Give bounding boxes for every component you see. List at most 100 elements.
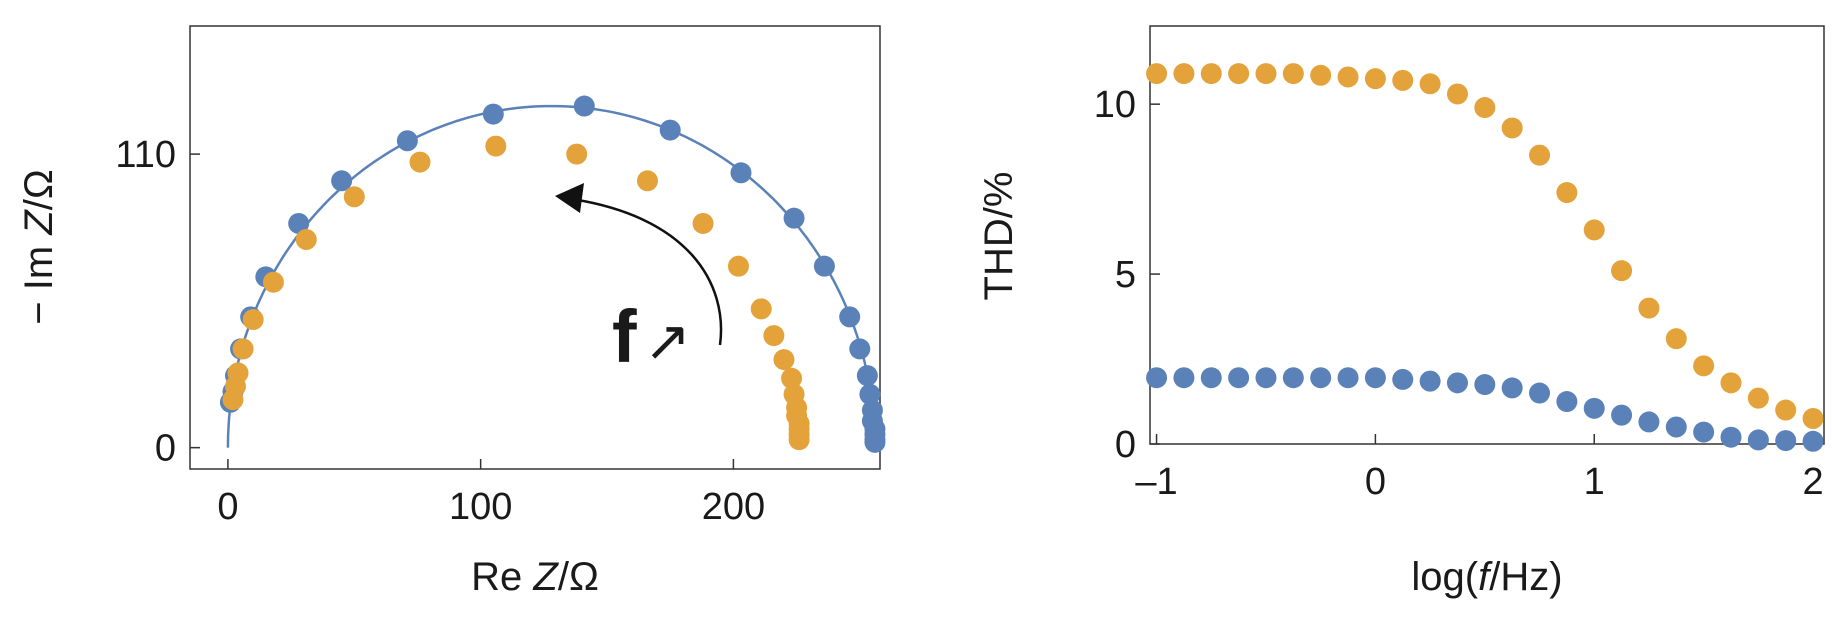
nyquist-point-s0 (839, 306, 861, 328)
nyquist-fit-curve (226, 104, 877, 448)
thd-point-s0 (1501, 117, 1523, 139)
thd-y-axis-label: THD/% (977, 172, 1021, 301)
nyquist-point-s0 (396, 130, 418, 152)
nyquist-point-s1 (727, 255, 749, 277)
nyquist-points (219, 95, 886, 453)
thd-point-s0 (1446, 83, 1468, 105)
thd-x-tick-label: –1 (1135, 461, 1177, 503)
thd-point-s1 (1665, 416, 1687, 438)
thd-point-s1 (1146, 367, 1168, 389)
nyquist-point-s1 (295, 228, 317, 250)
thd-point-s1 (1364, 367, 1386, 389)
thd-point-s0 (1665, 328, 1687, 350)
thd-point-s1 (1310, 367, 1332, 389)
thd-point-s0 (1474, 97, 1496, 119)
nyquist-point-s1 (485, 135, 507, 157)
thd-point-s1 (1693, 421, 1715, 443)
nyquist-point-s0 (659, 119, 681, 141)
thd-point-s1 (1446, 372, 1468, 394)
nyquist-y-axis-label: − Im Z/Ω (17, 169, 61, 324)
nyquist-ticks: 0 100 200 0 110 (115, 134, 765, 528)
nyquist-point-s1 (783, 383, 805, 405)
frequency-annotation-letter: f (612, 295, 637, 378)
thd-point-s0 (1583, 219, 1605, 241)
thd-point-s0 (1775, 399, 1797, 421)
nyquist-point-s0 (859, 383, 881, 405)
nyquist-point-s1 (750, 298, 772, 320)
thd-y-tick-label: 5 (1115, 254, 1136, 296)
nyquist-y-tick-label: 110 (115, 134, 176, 176)
nyquist-point-s1 (763, 325, 785, 347)
thd-point-s1 (1720, 426, 1742, 448)
thd-point-s1 (1583, 397, 1605, 419)
thd-point-s1 (1392, 368, 1414, 390)
nyquist-point-s1 (242, 309, 264, 331)
nyquist-x-tick-label: 0 (217, 486, 238, 528)
nyquist-point-s0 (331, 170, 353, 192)
thd-point-s0 (1173, 63, 1195, 85)
thd-x-tick-label: 1 (1584, 461, 1605, 503)
nyquist-point-s0 (482, 103, 504, 125)
thd-point-s1 (1638, 411, 1660, 433)
thd-point-s0 (1200, 63, 1222, 85)
thd-point-s0 (1228, 63, 1250, 85)
nyquist-point-s0 (861, 399, 883, 421)
nyquist-plot-frame (189, 25, 881, 470)
nyquist-point-s1 (222, 389, 244, 411)
frequency-annotation-arrow: ↗ (644, 309, 691, 372)
thd-point-s0 (1255, 63, 1277, 85)
thd-plot-frame (1149, 25, 1825, 445)
thd-y-tick-label: 10 (1094, 84, 1136, 126)
nyquist-x-tick-label: 200 (702, 486, 765, 528)
frequency-arrow (564, 196, 723, 346)
thd-x-tick-label: 0 (1365, 461, 1386, 503)
nyquist-point-s0 (573, 95, 595, 117)
nyquist-point-s1 (781, 367, 803, 389)
thd-y-tick-label: 0 (1115, 424, 1136, 466)
thd-point-s0 (1611, 260, 1633, 282)
thd-point-s1 (1282, 367, 1304, 389)
thd-point-s0 (1419, 73, 1441, 95)
thd-point-s0 (1337, 66, 1359, 88)
thd-point-s0 (1802, 408, 1824, 430)
nyquist-point-s1 (636, 170, 658, 192)
nyquist-point-s0 (730, 162, 752, 184)
thd-point-s1 (1747, 429, 1769, 451)
thd-point-s1 (1228, 367, 1250, 389)
thd-point-s1 (1611, 404, 1633, 426)
thd-point-s0 (1693, 355, 1715, 377)
thd-x-tick-label: 2 (1802, 461, 1823, 503)
nyquist-point-s1 (773, 349, 795, 371)
thd-point-s0 (1364, 68, 1386, 90)
thd-point-s0 (1556, 182, 1578, 204)
thd-point-s1 (1200, 367, 1222, 389)
nyquist-x-tick-label: 100 (449, 486, 512, 528)
thd-point-s1 (1802, 430, 1824, 452)
thd-point-s0 (1638, 297, 1660, 319)
nyquist-point-s1 (692, 212, 714, 234)
thd-point-s0 (1146, 63, 1168, 85)
thd-point-s0 (1529, 144, 1551, 166)
thd-x-axis-label: log(f/Hz) (1411, 555, 1562, 599)
thd-point-s1 (1337, 367, 1359, 389)
nyquist-point-s1 (232, 338, 254, 360)
nyquist-point-s0 (856, 365, 878, 387)
nyquist-point-s1 (409, 151, 431, 173)
nyquist-point-s0 (849, 338, 871, 360)
thd-point-s1 (1173, 367, 1195, 389)
thd-point-s0 (1720, 372, 1742, 394)
nyquist-point-s0 (783, 207, 805, 229)
nyquist-chart: 0 100 200 0 110 f ↗ Re Z/Ω − Im Z/Ω (17, 25, 886, 599)
thd-point-s1 (1501, 377, 1523, 399)
thd-point-s1 (1556, 391, 1578, 413)
thd-point-s1 (1419, 370, 1441, 392)
nyquist-point-s0 (813, 255, 835, 277)
thd-point-s1 (1474, 374, 1496, 396)
nyquist-y-tick-label: 0 (155, 428, 176, 470)
frequency-arrow-head (555, 183, 584, 213)
nyquist-point-s1 (343, 186, 365, 208)
thd-point-s0 (1392, 69, 1414, 91)
